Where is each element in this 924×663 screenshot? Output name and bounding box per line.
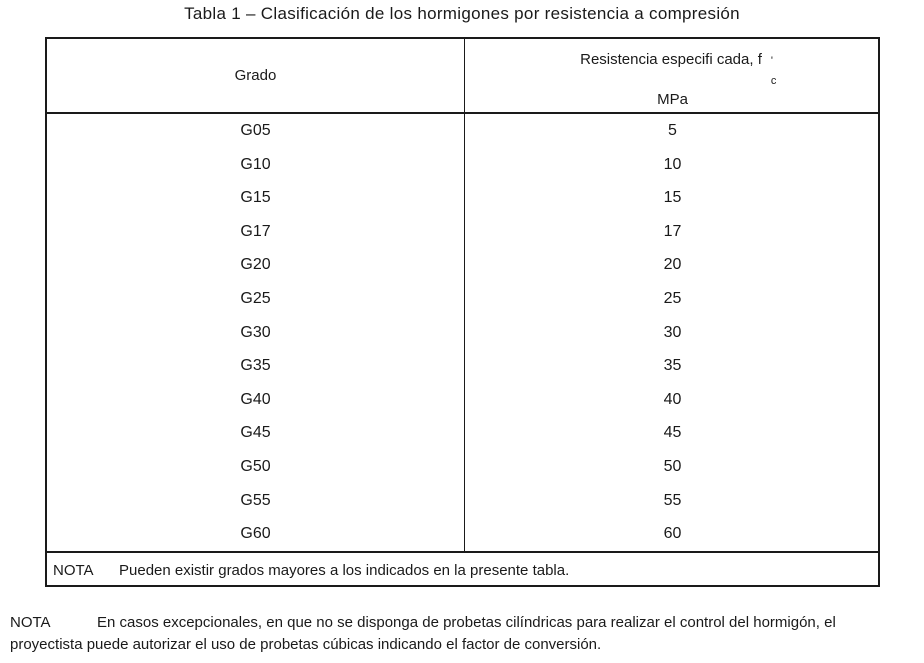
grade-cell: G40 [240,390,271,408]
header-strength-title: Resistencia especifi cada, f ' c [465,51,880,87]
strength-cell: 40 [663,390,682,408]
grade-cell: G35 [240,357,271,375]
header-strength-unit: MPa [657,91,688,108]
grade-cell: G60 [240,525,271,543]
fc-prime: ' [770,55,773,67]
note-divider [47,551,878,553]
grade-cell: G17 [240,222,271,240]
table-row: G50 50 [47,450,878,484]
classification-table: Grado Resistencia especifi cada, f ' c MPa… [45,37,880,587]
table-row: G15 15 [47,181,878,215]
footnote-label: NOTA [10,614,51,631]
strength-cell: 25 [663,289,682,307]
strength-cell: 15 [663,189,682,207]
strength-cell: 20 [663,256,682,274]
header-strength-label: Resistencia especifi cada, f [580,51,762,68]
strength-cell: 35 [663,357,682,375]
table-row: G55 55 [47,484,878,518]
table-row: G40 40 [47,383,878,417]
grade-cell: G05 [240,122,271,139]
header-grade-label: Grado [234,67,277,84]
header-strength: Resistencia especifi cada, f ' c MPa [465,39,880,112]
table-note-text: Pueden existir grados mayores a los indi… [119,562,570,579]
table-row: G25 25 [47,282,878,316]
strength-cell: 50 [663,457,682,475]
table-note: NOTA Pueden existir grados mayores a los… [47,553,878,587]
footnote-text-1: En casos excepcionales, en que no se dis… [97,614,836,631]
strength-cell: 17 [663,222,682,240]
column-divider [464,39,465,552]
footnote: NOTA En casos excepcionales, en que no se… [10,612,920,656]
table-body: G05 5 G10 10 G15 15 G17 17 G20 20 G25 25 G30 30 G35 35 G… [47,114,878,551]
table-title: Tabla 1 – Clasificación de los hormigone… [184,4,740,23]
table-note-label: NOTA [53,562,94,579]
footnote-line-1: NOTA En casos excepcionales, en que no se… [10,612,920,634]
strength-cell: 60 [663,525,682,543]
grade-cell: G20 [240,256,271,274]
strength-cell: 5 [668,122,677,139]
grade-cell: G55 [240,491,271,509]
strength-cell: 10 [663,155,682,173]
strength-cell: 55 [663,491,682,509]
strength-cell: 45 [663,424,682,442]
table-row: G35 35 [47,349,878,383]
header-divider [47,112,878,114]
grade-cell: G25 [240,289,271,307]
table-row: G10 10 [47,148,878,182]
table-row: G45 45 [47,416,878,450]
table-row: G05 5 [47,114,878,148]
grade-cell: G30 [240,323,271,341]
table-row: G60 60 [47,517,878,551]
table-row: G17 17 [47,215,878,249]
fc-subscript: c [770,75,777,87]
footnote-text-2: proyectista puede autorizar el uso de pr… [10,636,602,653]
grade-cell: G10 [240,155,271,173]
grade-cell: G45 [240,424,271,442]
grade-cell: G15 [240,189,271,207]
strength-cell: 30 [663,323,682,341]
table-row: G30 30 [47,316,878,350]
table-row: G20 20 [47,248,878,282]
grade-cell: G50 [240,457,271,475]
header-grade: Grado [47,39,464,112]
